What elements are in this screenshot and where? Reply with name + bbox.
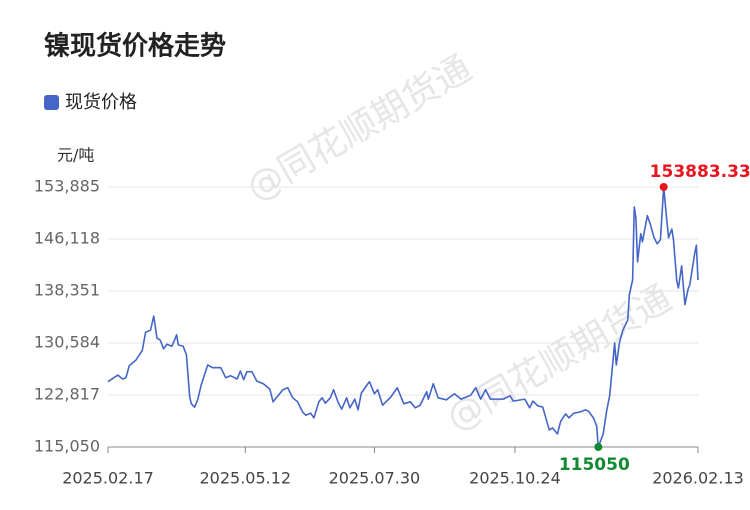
x-tick-label: 2025.05.12 — [199, 469, 291, 488]
price-line — [107, 186, 699, 448]
x-tick-label: 2025.02.17 — [62, 469, 154, 488]
min-label: 115050 — [559, 455, 630, 475]
y-tick-label: 122,817 — [34, 385, 100, 404]
x-tick-label: 2025.07.30 — [329, 469, 421, 488]
y-tick-label: 130,584 — [34, 333, 100, 352]
legend-swatch — [44, 95, 59, 110]
y-tick-label: 146,118 — [34, 229, 100, 248]
min-point — [594, 443, 603, 451]
y-tick-label: 153,885 — [34, 177, 100, 196]
max-point — [659, 183, 668, 192]
watermark: @同花顺期货通 — [240, 48, 479, 210]
legend-label: 现货价格 — [65, 92, 137, 113]
y-tick-label: 138,351 — [34, 281, 100, 300]
y-unit: 元/吨 — [57, 146, 94, 165]
chart-title: 镍现货价格走势 — [44, 31, 226, 62]
max-label: 153883.33 — [650, 162, 750, 182]
x-tick-label: 2025.10.24 — [469, 469, 561, 488]
x-tick-label: 2026.02.13 — [652, 469, 744, 488]
y-tick-label: 115,050 — [34, 437, 100, 456]
watermark: @同花顺期货通 — [440, 278, 679, 440]
